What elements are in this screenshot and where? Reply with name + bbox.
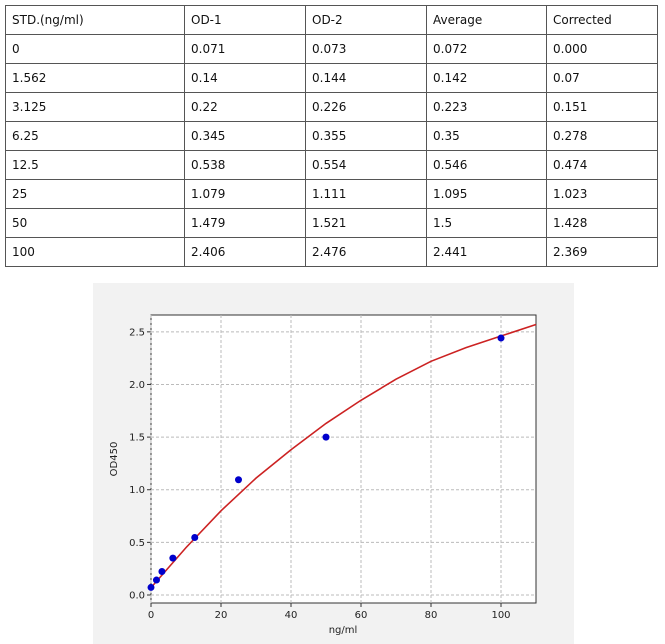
data-point xyxy=(235,476,242,484)
table-cell: 12.5 xyxy=(5,150,185,180)
table-cell: 1.479 xyxy=(184,208,306,238)
table-cell: 0.07 xyxy=(546,63,658,93)
x-tick-label: 100 xyxy=(491,610,510,621)
fit-curve xyxy=(150,323,537,589)
table-cell: 0.072 xyxy=(426,34,547,64)
table-cell: 0.151 xyxy=(546,92,658,122)
table-cell: 1.428 xyxy=(546,208,658,238)
table-cell: OD-2 xyxy=(305,5,427,35)
y-tick-label: 0.0 xyxy=(129,591,145,602)
plot-area xyxy=(150,314,537,604)
table-cell: 1.095 xyxy=(426,179,547,209)
table-cell: Corrected xyxy=(546,5,658,35)
table-cell: 0.14 xyxy=(184,63,306,93)
table-cell: 0.554 xyxy=(305,150,427,180)
data-point xyxy=(191,534,199,542)
data-point xyxy=(152,576,160,584)
x-tick-label: 40 xyxy=(285,610,298,621)
table-cell: 0.538 xyxy=(184,150,306,180)
table-cell: 6.25 xyxy=(5,121,185,151)
header-row: STD.(ng/ml) OD-1 OD-2 Average Corrected xyxy=(5,5,658,35)
table-cell: STD.(ng/ml) xyxy=(5,5,185,35)
table-row: 6.25 0.345 0.355 0.35 0.278 xyxy=(5,121,658,151)
data-point xyxy=(158,568,166,576)
table-cell: 0.073 xyxy=(305,34,427,64)
x-tick-label: 0 xyxy=(148,610,154,621)
x-tick-label: 60 xyxy=(355,610,368,621)
y-tick-label: 1.5 xyxy=(129,433,145,444)
y-tick-label: 2.0 xyxy=(129,380,145,391)
table-cell: 25 xyxy=(5,179,185,209)
table-cell: 50 xyxy=(5,208,185,238)
x-tick-label: 80 xyxy=(425,610,438,621)
table-cell: 0 xyxy=(5,34,185,64)
table-cell: 0.345 xyxy=(184,121,306,151)
table-cell: 0.355 xyxy=(305,121,427,151)
data-point xyxy=(169,554,177,562)
table-cell: 0.142 xyxy=(426,63,547,93)
table-cell: 1.521 xyxy=(305,208,427,238)
table-cell: 0.000 xyxy=(546,34,658,64)
data-table: STD.(ng/ml) OD-1 OD-2 Average Corrected 0 0.07… xyxy=(5,5,658,267)
table-cell: 3.125 xyxy=(5,92,185,122)
table-row: 12.5 0.538 0.554 0.546 0.474 xyxy=(5,150,658,180)
table-cell: 2.406 xyxy=(184,237,306,267)
table-cell: 0.474 xyxy=(546,150,658,180)
data-point xyxy=(322,433,330,441)
data-point xyxy=(497,334,505,342)
data-point xyxy=(147,583,155,591)
table-row: 3.125 0.22 0.226 0.223 0.151 xyxy=(5,92,658,122)
y-tick-label: 2.5 xyxy=(129,327,145,338)
table-cell: 0.35 xyxy=(426,121,547,151)
y-axis-label: OD450 xyxy=(109,442,120,477)
table-row: 100 2.406 2.476 2.441 2.369 xyxy=(5,237,658,267)
table-cell: 0.278 xyxy=(546,121,658,151)
x-axis-label: ng/ml xyxy=(329,625,358,636)
table-row: 50 1.479 1.521 1.5 1.428 xyxy=(5,208,658,238)
table-cell: 1.562 xyxy=(5,63,185,93)
table-cell: 0.22 xyxy=(184,92,306,122)
table-cell: 0.071 xyxy=(184,34,306,64)
y-tick-label: 0.5 xyxy=(129,538,145,549)
table-row: 0 0.071 0.073 0.072 0.000 xyxy=(5,34,658,64)
table-cell: 1.079 xyxy=(184,179,306,209)
table-cell: 2.476 xyxy=(305,237,427,267)
table-row: 1.562 0.14 0.144 0.142 0.07 xyxy=(5,63,658,93)
table-cell: Average xyxy=(426,5,547,35)
table-cell: 0.144 xyxy=(305,63,427,93)
table-cell: 1.111 xyxy=(305,179,427,209)
chart: ng/ml OD450 0.0 0.5 1.0 1.5 2.0 2.5 0 20 40 60 80 1… xyxy=(93,283,574,644)
table-cell: 0.223 xyxy=(426,92,547,122)
table-row: 25 1.079 1.111 1.095 1.023 xyxy=(5,179,658,209)
table-cell: 1.5 xyxy=(426,208,547,238)
x-tick-label: 20 xyxy=(215,610,228,621)
table-cell: 100 xyxy=(5,237,185,267)
table-cell: 0.546 xyxy=(426,150,547,180)
table-cell: 2.369 xyxy=(546,237,658,267)
table-cell: OD-1 xyxy=(184,5,306,35)
table-cell: 2.441 xyxy=(426,237,547,267)
y-tick-label: 1.0 xyxy=(129,485,145,496)
table-cell: 0.226 xyxy=(305,92,427,122)
table-cell: 1.023 xyxy=(546,179,658,209)
